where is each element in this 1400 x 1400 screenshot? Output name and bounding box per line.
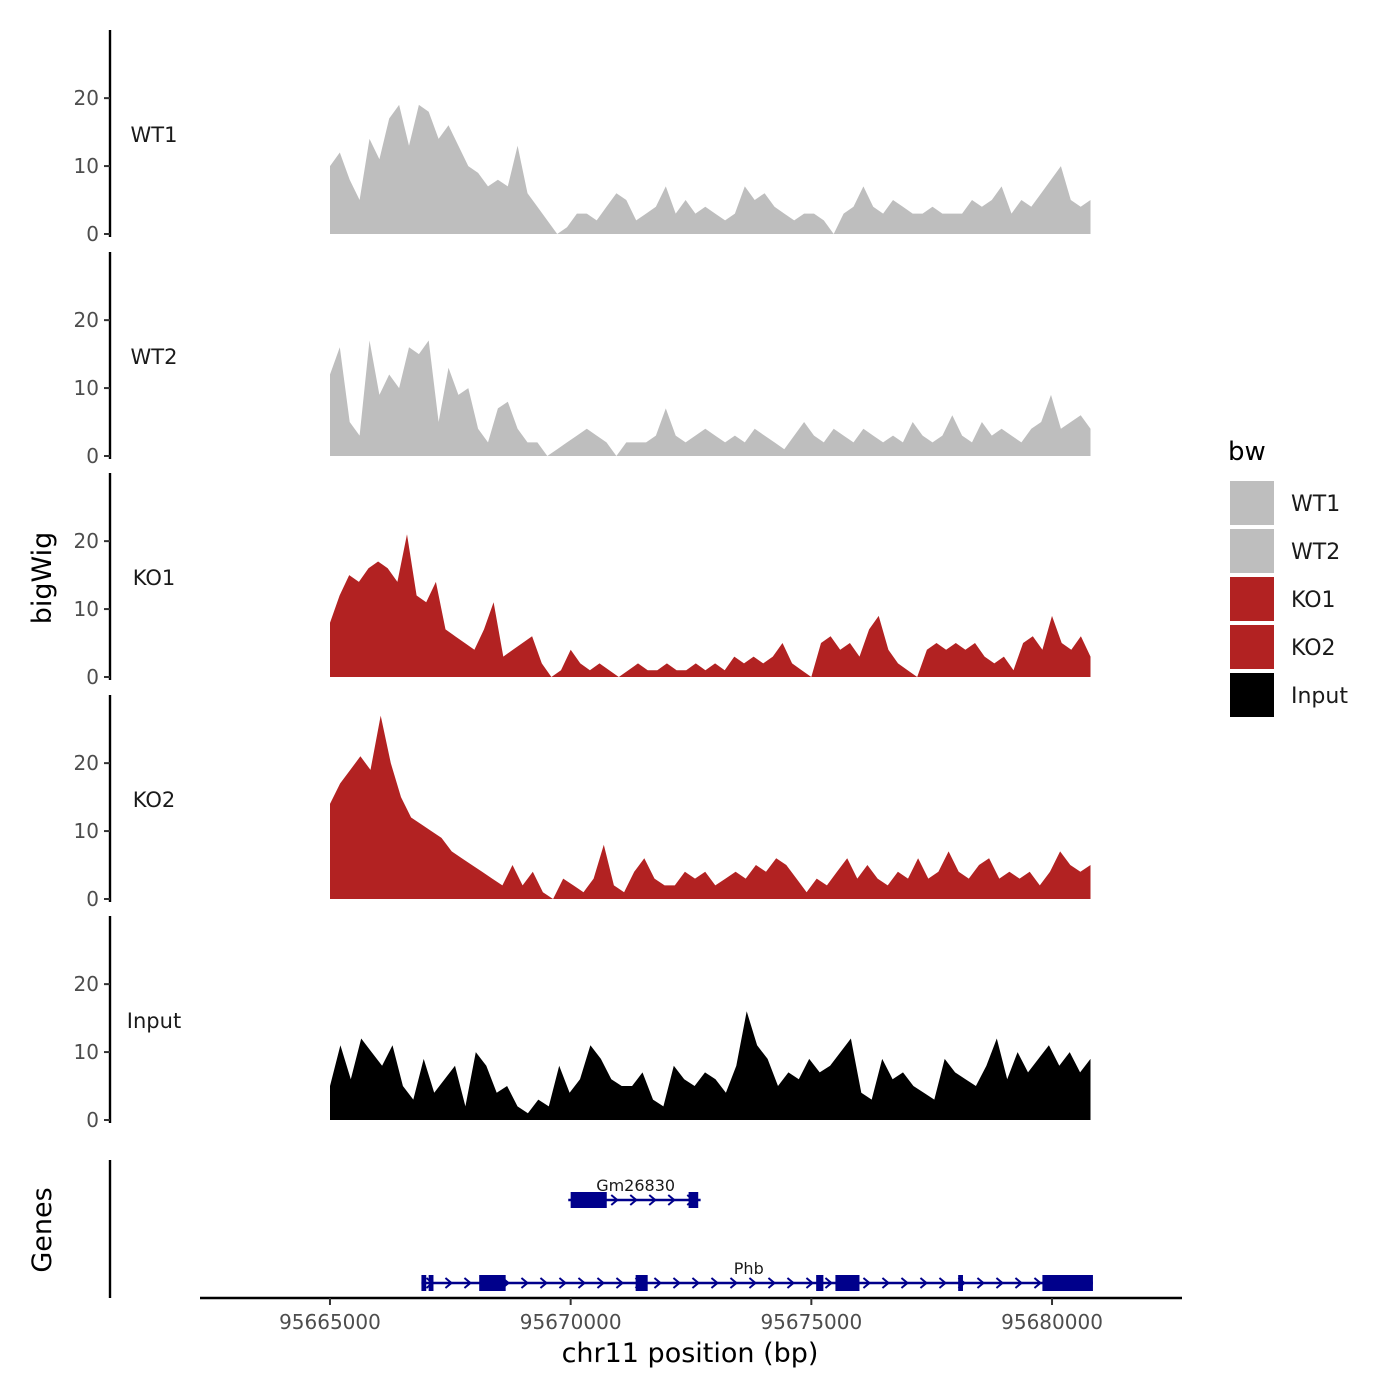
legend: bw WT1 WT2 KO1 KO2 Input xyxy=(1228,437,1348,717)
strand-arrow xyxy=(729,1277,738,1289)
x-tick-label: 95680000 xyxy=(1001,1310,1103,1334)
legend-key-wt1 xyxy=(1230,481,1274,525)
strand-arrow xyxy=(577,1277,586,1289)
x-tick-label: 95675000 xyxy=(760,1310,862,1334)
strand-arrow xyxy=(463,1277,472,1289)
strand-arrow xyxy=(667,1194,676,1206)
strand-arrow xyxy=(610,1194,619,1206)
signal-area-input xyxy=(330,1011,1091,1120)
x-axis-title: chr11 position (bp) xyxy=(562,1338,819,1369)
y-tick-label: 10 xyxy=(74,154,99,178)
track-ko2: 0 10 20 KO2 xyxy=(74,695,1091,911)
gene-label: Phb xyxy=(734,1259,764,1278)
y-tick-label: 10 xyxy=(74,1040,99,1064)
strand-arrow xyxy=(786,1277,795,1289)
strand-arrow xyxy=(710,1277,719,1289)
signal-area-wt2 xyxy=(330,340,1091,456)
track-label: WT1 xyxy=(131,123,178,147)
strand-arrow xyxy=(672,1277,681,1289)
y-tick-label: 10 xyxy=(74,376,99,400)
strand-arrow xyxy=(653,1277,662,1289)
gene-exon xyxy=(688,1192,699,1208)
strand-arrow xyxy=(596,1277,605,1289)
x-tick-label: 95670000 xyxy=(520,1310,622,1334)
y-axis-title: bigWig xyxy=(27,532,58,625)
x-axis: 95665000 95670000 95675000 95680000 xyxy=(200,1296,1182,1334)
strand-arrow xyxy=(767,1277,776,1289)
legend-label: KO2 xyxy=(1291,636,1336,661)
strand-arrow xyxy=(862,1277,871,1289)
gene-exon xyxy=(835,1275,860,1291)
track-wt2: 0 10 20 WT2 xyxy=(74,252,1091,468)
bigwig-tracks: 0 10 20 WT1 0 10 20 WT2 0 10 20 KO1 0 10 20 KO2 0 10 20 Inp… xyxy=(74,30,1091,1132)
gene-exon xyxy=(428,1275,434,1291)
legend-key-input xyxy=(1230,673,1274,717)
gene-phb: Phb xyxy=(421,1259,1093,1291)
gene-exon xyxy=(421,1275,427,1291)
track-ko1: 0 10 20 KO1 xyxy=(74,473,1091,689)
y-tick-label: 0 xyxy=(86,1108,99,1132)
signal-area-ko1 xyxy=(330,534,1091,677)
y-tick-label: 20 xyxy=(74,308,99,332)
signal-area-wt1 xyxy=(330,104,1091,235)
strand-arrow xyxy=(748,1277,757,1289)
track-label: KO2 xyxy=(133,788,176,812)
strand-arrow xyxy=(558,1277,567,1289)
y-tick-label: 20 xyxy=(74,972,99,996)
legend-label: WT2 xyxy=(1291,540,1340,565)
y-tick-label: 10 xyxy=(74,819,99,843)
genes-panel: Gm26830 Phb xyxy=(108,1160,1093,1298)
y-tick-label: 0 xyxy=(86,222,99,246)
strand-arrow xyxy=(995,1277,1004,1289)
gene-gm26830: Gm26830 xyxy=(568,1176,701,1208)
strand-arrow xyxy=(881,1277,890,1289)
y-tick-label: 10 xyxy=(74,597,99,621)
strand-arrow xyxy=(629,1194,638,1206)
gene-exon xyxy=(816,1275,824,1291)
legend-label: KO1 xyxy=(1291,588,1336,613)
strand-arrow xyxy=(1014,1277,1023,1289)
strand-arrow xyxy=(938,1277,947,1289)
strand-arrow xyxy=(691,1277,700,1289)
gene-exon xyxy=(635,1275,648,1291)
track-wt1: 0 10 20 WT1 xyxy=(74,30,1091,246)
y-tick-label: 20 xyxy=(74,529,99,553)
y-tick-label: 20 xyxy=(74,751,99,775)
gene-exon xyxy=(479,1275,506,1291)
gene-exon xyxy=(1042,1275,1093,1291)
strand-arrow xyxy=(1033,1277,1042,1289)
y-tick-label: 0 xyxy=(86,665,99,689)
strand-arrow xyxy=(444,1277,453,1289)
strand-arrow xyxy=(976,1277,985,1289)
legend-key-wt2 xyxy=(1230,529,1274,573)
track-label: KO1 xyxy=(133,566,176,590)
track-label: Input xyxy=(127,1009,181,1033)
gene-exon xyxy=(958,1275,963,1291)
strand-arrow xyxy=(539,1277,548,1289)
gene-label: Gm26830 xyxy=(596,1176,675,1195)
strand-arrow xyxy=(520,1277,529,1289)
legend-label: WT1 xyxy=(1291,492,1340,517)
strand-arrow xyxy=(824,1277,833,1289)
y-tick-label: 0 xyxy=(86,444,99,468)
track-label: WT2 xyxy=(131,345,178,369)
legend-label: Input xyxy=(1291,684,1348,709)
signal-area-ko2 xyxy=(330,715,1091,899)
genes-axis-title: Genes xyxy=(27,1187,58,1272)
y-tick-label: 20 xyxy=(74,86,99,110)
legend-key-ko1 xyxy=(1230,577,1274,621)
track-input: 0 10 20 Input xyxy=(74,916,1091,1132)
legend-title: bw xyxy=(1228,437,1266,467)
x-tick-label: 95665000 xyxy=(279,1310,381,1334)
strand-arrow xyxy=(805,1277,814,1289)
strand-arrow xyxy=(648,1194,657,1206)
legend-key-ko2 xyxy=(1230,625,1274,669)
strand-arrow xyxy=(919,1277,928,1289)
y-tick-label: 0 xyxy=(86,887,99,911)
strand-arrow xyxy=(615,1277,624,1289)
strand-arrow xyxy=(900,1277,909,1289)
gene-exon xyxy=(570,1192,607,1208)
